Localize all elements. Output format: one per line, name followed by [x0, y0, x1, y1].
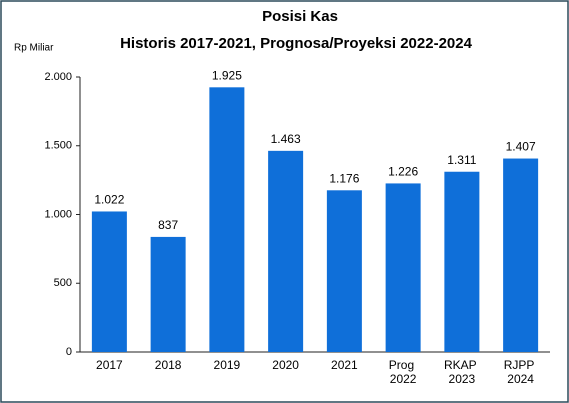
value-label: 837: [158, 218, 178, 232]
chart-title: Posisi Kas: [262, 8, 338, 25]
x-tick-label: Prog 2022: [389, 358, 418, 386]
x-tick-label: 2017: [96, 358, 123, 372]
bar: [268, 150, 304, 352]
x-tick-label: 2018: [155, 358, 182, 372]
bar: [444, 171, 480, 352]
x-tick-label: RJPP 2024: [504, 358, 538, 386]
bar: [326, 190, 362, 352]
y-axis-label: Rp Miliar: [14, 43, 54, 54]
bar: [150, 236, 186, 352]
y-tick-label: 2.000: [44, 71, 72, 83]
value-label: 1.226: [388, 165, 418, 179]
x-tick-label: 2019: [214, 358, 241, 372]
x-tick-label: RKAP 2023: [444, 358, 480, 386]
value-label: 1.176: [329, 171, 359, 185]
bar: [209, 87, 245, 352]
value-label: 1.463: [271, 132, 301, 146]
bar: [91, 211, 127, 352]
value-label: 1.407: [506, 140, 536, 154]
value-label: 1.311: [447, 153, 476, 167]
bar: [385, 183, 421, 352]
bar: [503, 158, 539, 352]
x-tick-label: 2021: [331, 358, 358, 372]
value-label: 1.925: [212, 68, 242, 82]
x-tick-label: 2020: [272, 358, 299, 372]
y-tick-label: 0: [66, 346, 72, 358]
chart-subtitle: Historis 2017-2021, Prognosa/Proyeksi 20…: [120, 35, 473, 52]
y-tick-label: 1.500: [44, 140, 72, 152]
value-label: 1.022: [94, 193, 124, 207]
y-tick-label: 1.000: [44, 208, 72, 220]
y-tick-label: 500: [54, 277, 72, 289]
